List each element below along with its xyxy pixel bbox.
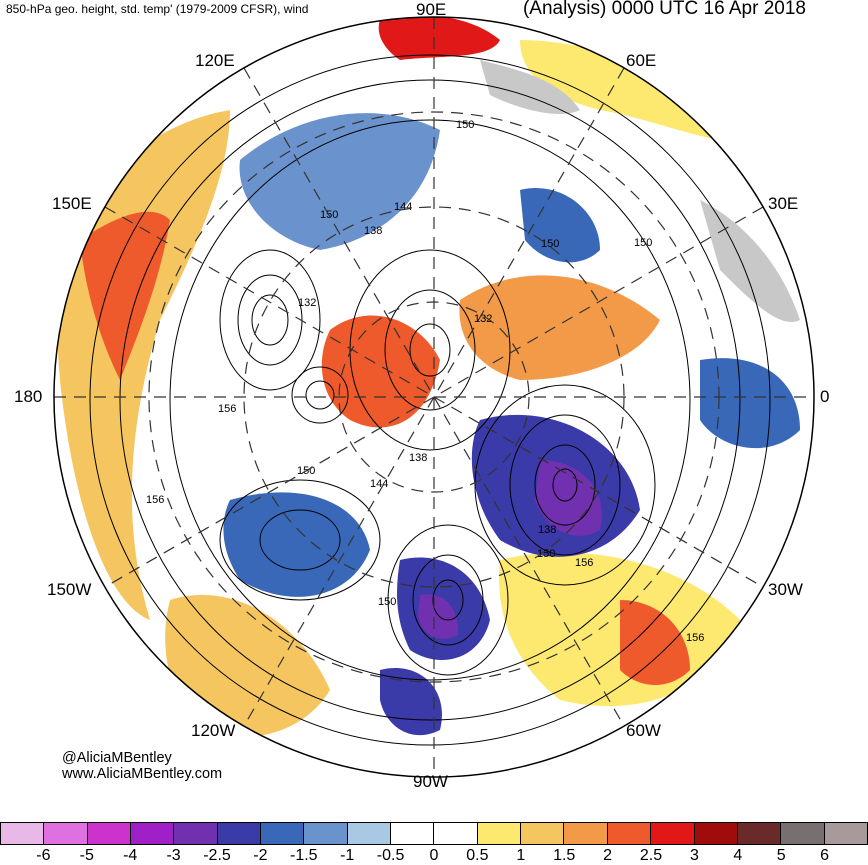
contour-label: 144 xyxy=(370,478,388,490)
colorbar-tick-label: -1.5 xyxy=(290,847,318,864)
colorbar-tick-label: 2.5 xyxy=(639,847,663,864)
colorbar-tick-label: 5 xyxy=(776,847,786,864)
colorbar-swatch xyxy=(173,822,217,845)
colorbar-tick-label: 2 xyxy=(603,847,613,864)
colorbar-swatch xyxy=(823,822,868,845)
contour-label: 138 xyxy=(409,452,427,464)
lon-label-150e: 150E xyxy=(52,194,92,213)
lon-label-30w: 30W xyxy=(768,580,803,599)
colorbar-swatch xyxy=(433,822,477,845)
lon-label-120e: 120E xyxy=(195,51,235,70)
height-contours xyxy=(89,54,771,746)
colorbar-tick-label: 0 xyxy=(429,847,439,864)
cold-anomaly-great-lakes-core xyxy=(418,594,459,639)
contour-label: 156 xyxy=(146,494,164,506)
cold-anomaly-scand xyxy=(520,188,600,263)
map-field: 150 144 138 150 150 132 132 156 150 156 … xyxy=(54,17,814,777)
colorbar-swatch xyxy=(520,822,564,845)
warm-anomaly-se xyxy=(620,600,690,685)
colorbar-tick-label: -1 xyxy=(340,847,355,864)
contour-label: 150 xyxy=(634,237,652,249)
credit-website: www.AliciaMBentley.com xyxy=(62,766,223,782)
colorbar-tick-label: -5 xyxy=(79,847,94,864)
lon-label-90w: 90W xyxy=(413,772,448,791)
contour-label: 150 xyxy=(378,596,396,608)
contour-label: 132 xyxy=(298,297,316,309)
colorbar-swatch xyxy=(130,822,174,845)
lon-label-30e: 30E xyxy=(768,194,799,213)
lon-label-150w: 150W xyxy=(47,580,92,599)
polar-map: 150 144 138 150 150 132 132 156 150 156 … xyxy=(53,16,815,778)
contour-label: 144 xyxy=(394,201,412,213)
colorbar-tick-label: 4 xyxy=(733,847,743,864)
colorbar xyxy=(0,822,868,846)
colorbar-swatch xyxy=(563,822,607,845)
colorbar-tick-label: 6 xyxy=(820,847,830,864)
lon-label-60w: 60W xyxy=(626,721,661,740)
colorbar-tick-label: -2.5 xyxy=(203,847,231,864)
land-mask-ne xyxy=(700,200,800,322)
warm-anomaly-west-inner xyxy=(80,211,170,380)
cold-anomaly-east xyxy=(700,358,800,449)
map-title: 850-hPa geo. height, std. temp' (1979-20… xyxy=(6,2,309,16)
colorbar-swatch xyxy=(346,822,391,845)
lon-label-90e: 90E xyxy=(416,0,447,19)
colorbar-tick-label: 1 xyxy=(516,847,526,864)
land-mask-n xyxy=(480,60,580,115)
colorbar-swatch xyxy=(0,822,44,845)
contour-label: 156 xyxy=(218,403,236,415)
colorbar-tick-label: 0.5 xyxy=(466,847,489,864)
colorbar-tick-label: 1.5 xyxy=(553,847,576,864)
colorbar-swatch xyxy=(693,822,737,845)
contour-label: 138 xyxy=(364,225,382,237)
colorbar-swatch xyxy=(216,822,261,845)
contour-label: 156 xyxy=(575,557,593,569)
colorbar-swatch xyxy=(476,822,521,845)
lon-label-0: 0 xyxy=(820,387,830,406)
credit-handle: @AliciaMBentley xyxy=(62,750,172,766)
contour-label: 150 xyxy=(537,548,555,560)
lon-label-60e: 60E xyxy=(626,51,657,70)
map-border xyxy=(53,16,815,778)
analysis-time: (Analysis) 0000 UTC 16 Apr 2018 xyxy=(522,0,806,19)
colorbar-swatch xyxy=(303,822,347,845)
lon-label-180: 180 xyxy=(14,387,43,406)
colorbar-swatch xyxy=(390,822,434,845)
contour-label: 150 xyxy=(456,119,474,131)
warm-anomaly-north xyxy=(378,17,500,60)
contour-label: 138 xyxy=(538,524,556,536)
lon-label-120w: 120W xyxy=(191,721,236,740)
colorbar-tick-label: -3 xyxy=(166,847,181,864)
contour-label: 150 xyxy=(541,238,559,250)
colorbar-swatch xyxy=(86,822,131,845)
colorbar-tick-label: -6 xyxy=(36,847,51,864)
colorbar-tick-label: -2 xyxy=(253,847,268,864)
colorbar-swatch xyxy=(736,822,781,845)
contour-label: 132 xyxy=(474,313,492,325)
colorbar-swatch xyxy=(780,822,824,845)
colorbar-labels: -6 -5 -4 -3 -2.5 -2 -1.5 -1 -0.5 0 0.5 1 1.5 2 2.5 3 4 5 6 xyxy=(0,846,868,865)
colorbar-tick-label: -0.5 xyxy=(376,847,405,864)
cold-anomaly-greenland-core xyxy=(535,460,602,536)
colorbar-tick-label: -4 xyxy=(123,847,138,864)
graticule xyxy=(54,17,814,777)
colorbar-swatch xyxy=(606,822,651,845)
colorbar-swatch xyxy=(43,822,87,845)
colorbar-swatch xyxy=(650,822,694,845)
colorbar-swatch xyxy=(260,822,304,845)
colorbar-tick-label: 3 xyxy=(689,847,699,864)
contour-label: 156 xyxy=(686,632,704,644)
